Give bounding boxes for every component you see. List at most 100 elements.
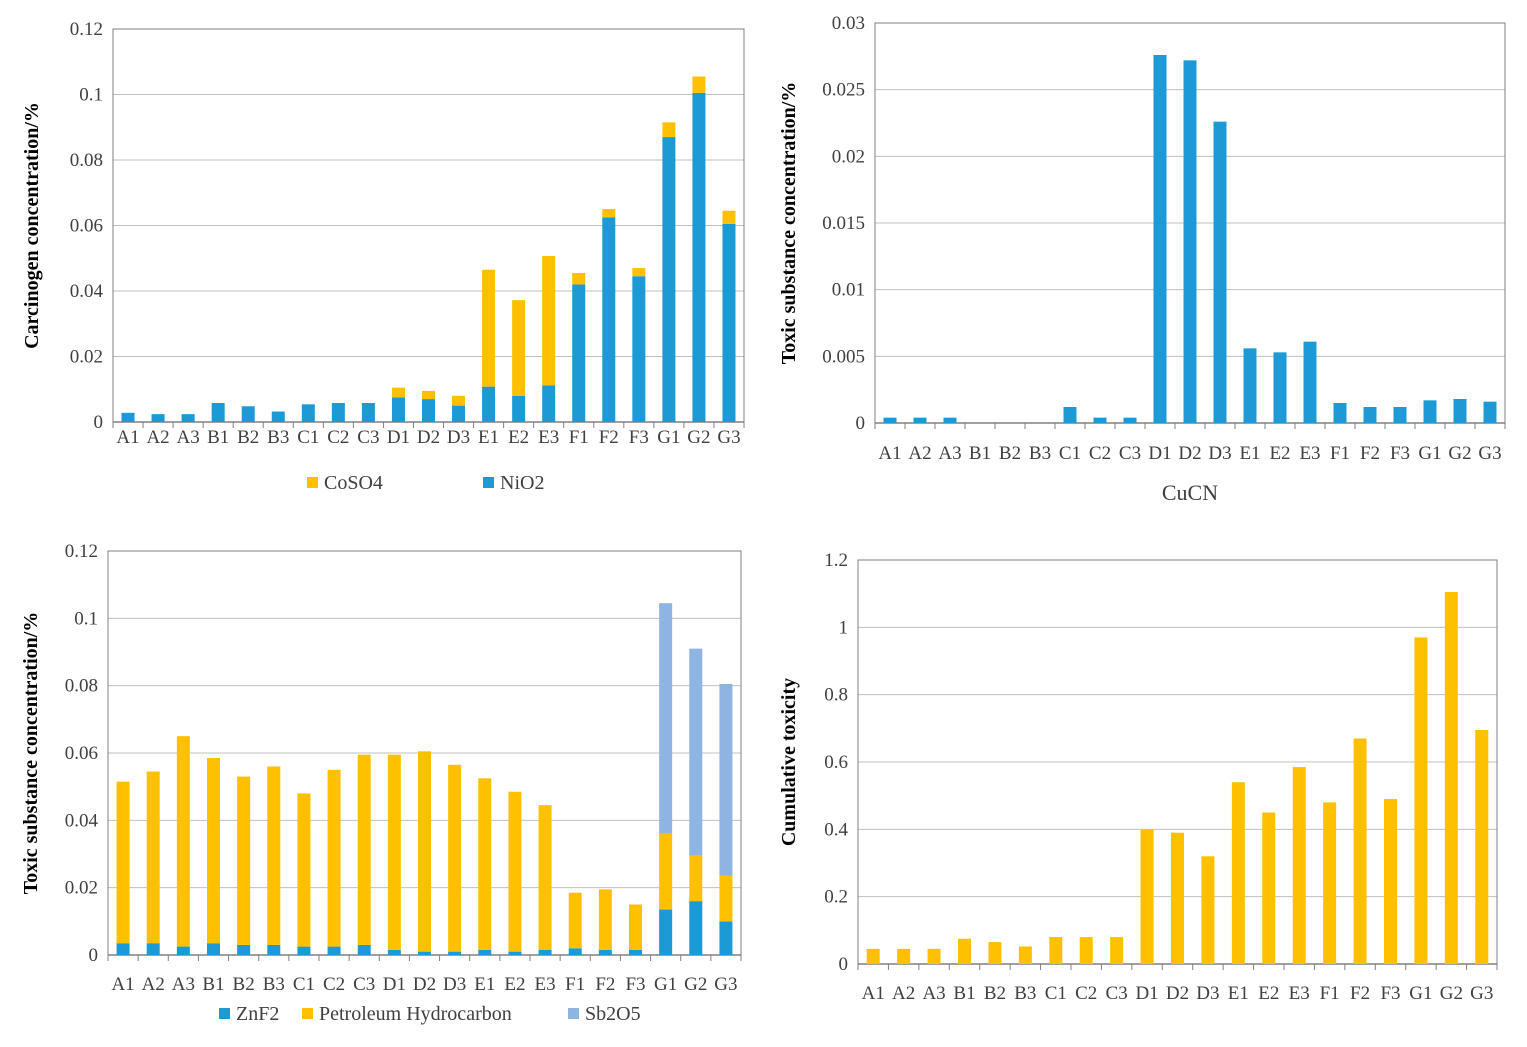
bar-cumulative-toxicity <box>1262 812 1276 964</box>
bar-znf2 <box>598 949 612 955</box>
bar-znf2 <box>418 951 431 955</box>
bar-petroleum-hydrocarbon <box>207 758 220 944</box>
bar-znf2 <box>508 951 522 955</box>
bar-cumulative-toxicity <box>958 938 971 964</box>
bar-cucn <box>1333 403 1347 423</box>
y-tick-label: 0 <box>839 954 849 975</box>
x-tick-label: E3 <box>1289 983 1310 1004</box>
x-tick-label: A2 <box>142 974 165 995</box>
x-tick-label: F2 <box>1360 443 1380 464</box>
legend-label: ZnF2 <box>236 1003 279 1025</box>
y-tick-label: 0.06 <box>70 216 103 237</box>
x-tick-label: C3 <box>353 974 375 995</box>
y-tick-label: 0.6 <box>824 752 848 773</box>
bar-cucn <box>1393 407 1407 423</box>
bar-petroleum-hydrocarbon <box>659 833 673 910</box>
x-tick-label: G3 <box>1478 443 1501 464</box>
bar-cucn <box>1303 341 1317 423</box>
x-tick-label: G3 <box>714 974 737 995</box>
bar-cucn <box>1063 407 1077 423</box>
bar-cumulative-toxicity <box>1292 767 1306 964</box>
bar-petroleum-hydrocarbon <box>387 754 401 950</box>
legend-swatch <box>307 477 318 488</box>
bar-sb2o5 <box>719 683 733 876</box>
x-tick-label: D2 <box>413 974 436 995</box>
chart-cumulative-toxicity-plot: 0 0.2 0.4 0.6 0.8 1 1.2 A1 A2 A3 B1 B2 B3 C1 C2 C3 D1 D2 D… <box>778 550 1498 1004</box>
bar-znf2 <box>267 944 281 955</box>
x-tick-label: D1 <box>387 427 410 448</box>
y-tick-label: 0.04 <box>70 281 104 302</box>
bar-nio2 <box>211 403 225 422</box>
y-tick-label: 0 <box>856 413 866 434</box>
bar-petroleum-hydrocarbon <box>568 892 582 949</box>
bar-znf2 <box>207 943 220 955</box>
bar-znf2 <box>719 921 733 955</box>
legend-swatch <box>219 1008 230 1019</box>
legend-label: NiO2 <box>500 472 544 494</box>
bar-cumulative-toxicity <box>1323 802 1337 964</box>
x-tick-label: E2 <box>508 427 529 448</box>
x-tick-label: B1 <box>202 974 224 995</box>
bar-znf2 <box>538 949 552 955</box>
x-tick-label: F1 <box>1330 443 1350 464</box>
bar-znf2 <box>176 946 190 955</box>
x-tick-label: A1 <box>878 443 901 464</box>
y-tick-label: 1 <box>839 617 849 638</box>
x-tick-label: C1 <box>297 427 319 448</box>
y-tick-label: 0.1 <box>79 85 103 106</box>
bar-coso4 <box>422 390 435 400</box>
x-tick-label: B1 <box>207 427 229 448</box>
bar-petroleum-hydrocarbon <box>689 855 703 902</box>
bar-coso4 <box>572 272 586 285</box>
legend-label: CoSO4 <box>324 472 383 494</box>
x-tick-label: D3 <box>447 427 470 448</box>
x-tick-label: G1 <box>1418 443 1441 464</box>
bar-nio2 <box>391 397 405 422</box>
bar-cucn <box>1273 352 1287 423</box>
x-tick-label: C1 <box>293 974 315 995</box>
bar-nio2 <box>361 403 375 422</box>
x-tick-label: D1 <box>1148 443 1171 464</box>
bar-cumulative-toxicity <box>897 948 911 964</box>
x-tick-label: B3 <box>267 427 289 448</box>
x-tick-label: C2 <box>1089 443 1111 464</box>
bar-petroleum-hydrocarbon <box>267 766 281 945</box>
bar-nio2 <box>482 386 496 422</box>
y-tick-label: 0.06 <box>65 743 98 764</box>
x-tick-label: A3 <box>172 974 195 995</box>
y-tick-label: 0.02 <box>65 878 98 899</box>
x-tick-label: A3 <box>922 983 945 1004</box>
bar-petroleum-hydrocarbon <box>297 793 311 947</box>
bar-nio2 <box>512 395 526 422</box>
x-tick-label: G1 <box>1409 983 1432 1004</box>
bar-cumulative-toxicity <box>1171 832 1184 964</box>
x-tick-label: F1 <box>565 974 585 995</box>
x-tick-label: A2 <box>908 443 931 464</box>
x-tick-label: F3 <box>1380 983 1400 1004</box>
legend-swatch <box>302 1008 313 1019</box>
bar-nio2 <box>181 414 195 422</box>
bar-coso4 <box>391 387 405 398</box>
bar-nio2 <box>422 399 435 422</box>
bar-coso4 <box>602 209 616 218</box>
x-axis-title: CuCN <box>1162 480 1218 505</box>
legend-label: Petroleum Hydrocarbon <box>319 1003 512 1025</box>
bar-nio2 <box>632 276 646 422</box>
x-tick-label: E1 <box>478 427 499 448</box>
bar-cucn <box>883 417 897 423</box>
bar-petroleum-hydrocarbon <box>629 904 642 950</box>
x-tick-label: A3 <box>177 427 200 448</box>
bar-nio2 <box>542 385 556 422</box>
x-tick-label: E3 <box>538 427 559 448</box>
bar-znf2 <box>387 949 401 955</box>
x-tick-label: G3 <box>1470 983 1493 1004</box>
y-tick-label: 0.02 <box>832 146 865 167</box>
bar-cumulative-toxicity <box>1414 637 1428 964</box>
y-axis-label: Toxic substance concentration/% <box>20 612 42 895</box>
y-tick-label: 0.08 <box>70 150 103 171</box>
x-tick-label: C2 <box>323 974 345 995</box>
bar-znf2 <box>478 949 492 955</box>
x-tick-label: A3 <box>938 443 961 464</box>
bar-znf2 <box>629 949 642 955</box>
